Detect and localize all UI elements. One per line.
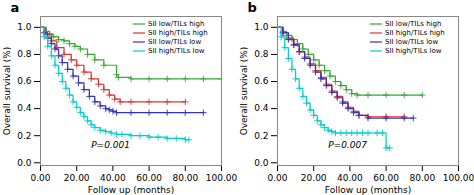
svg-text:1.0: 1.0 (254, 22, 269, 32)
svg-text:60.00: 60.00 (136, 173, 162, 183)
svg-text:P=0.001: P=0.001 (91, 140, 130, 150)
svg-text:20.00: 20.00 (301, 173, 327, 183)
svg-text:0.6: 0.6 (254, 76, 269, 86)
svg-text:20.00: 20.00 (64, 173, 90, 183)
svg-text:0.2: 0.2 (17, 131, 31, 141)
svg-text:0.8: 0.8 (254, 49, 269, 59)
svg-text:SII low/TILs high: SII low/TILs high (385, 20, 441, 28)
svg-text:0.4: 0.4 (17, 103, 32, 113)
svg-text:40.00: 40.00 (337, 173, 363, 183)
svg-text:SII low/TILs low: SII low/TILs low (385, 38, 438, 46)
svg-text:Overall survival (%): Overall survival (%) (239, 47, 249, 136)
svg-text:100.00: 100.00 (206, 173, 237, 183)
svg-text:0.8: 0.8 (17, 49, 32, 59)
svg-text:Follow up (months): Follow up (months) (88, 185, 174, 195)
svg-text:Overall survival (%): Overall survival (%) (2, 47, 12, 136)
svg-text:0.0: 0.0 (17, 158, 32, 168)
svg-text:b: b (248, 0, 257, 15)
svg-text:0.0: 0.0 (254, 158, 269, 168)
svg-text:P=0.007: P=0.007 (328, 140, 367, 150)
svg-text:a: a (11, 0, 20, 15)
svg-text:1.0: 1.0 (17, 22, 32, 32)
svg-text:80.00: 80.00 (172, 173, 198, 183)
svg-text:0.4: 0.4 (254, 103, 269, 113)
svg-text:40.00: 40.00 (100, 173, 126, 183)
svg-text:0.6: 0.6 (17, 76, 32, 86)
svg-text:100.00: 100.00 (443, 173, 474, 183)
svg-text:SII low/TILs high: SII low/TILs high (148, 20, 204, 28)
svg-text:SII high/TILs low: SII high/TILs low (385, 47, 442, 55)
svg-text:SII low/TILs low: SII low/TILs low (148, 38, 201, 46)
svg-text:0.2: 0.2 (254, 131, 268, 141)
svg-text:0.00: 0.00 (30, 173, 50, 183)
svg-text:60.00: 60.00 (373, 173, 399, 183)
svg-text:SII high/TILs high: SII high/TILs high (385, 29, 445, 37)
svg-text:SII high/TILs low: SII high/TILs low (148, 47, 205, 55)
svg-text:80.00: 80.00 (409, 173, 435, 183)
svg-text:Follow up (months): Follow up (months) (325, 185, 411, 195)
svg-text:SII high/TILs high: SII high/TILs high (148, 29, 208, 37)
svg-text:0.00: 0.00 (267, 173, 287, 183)
